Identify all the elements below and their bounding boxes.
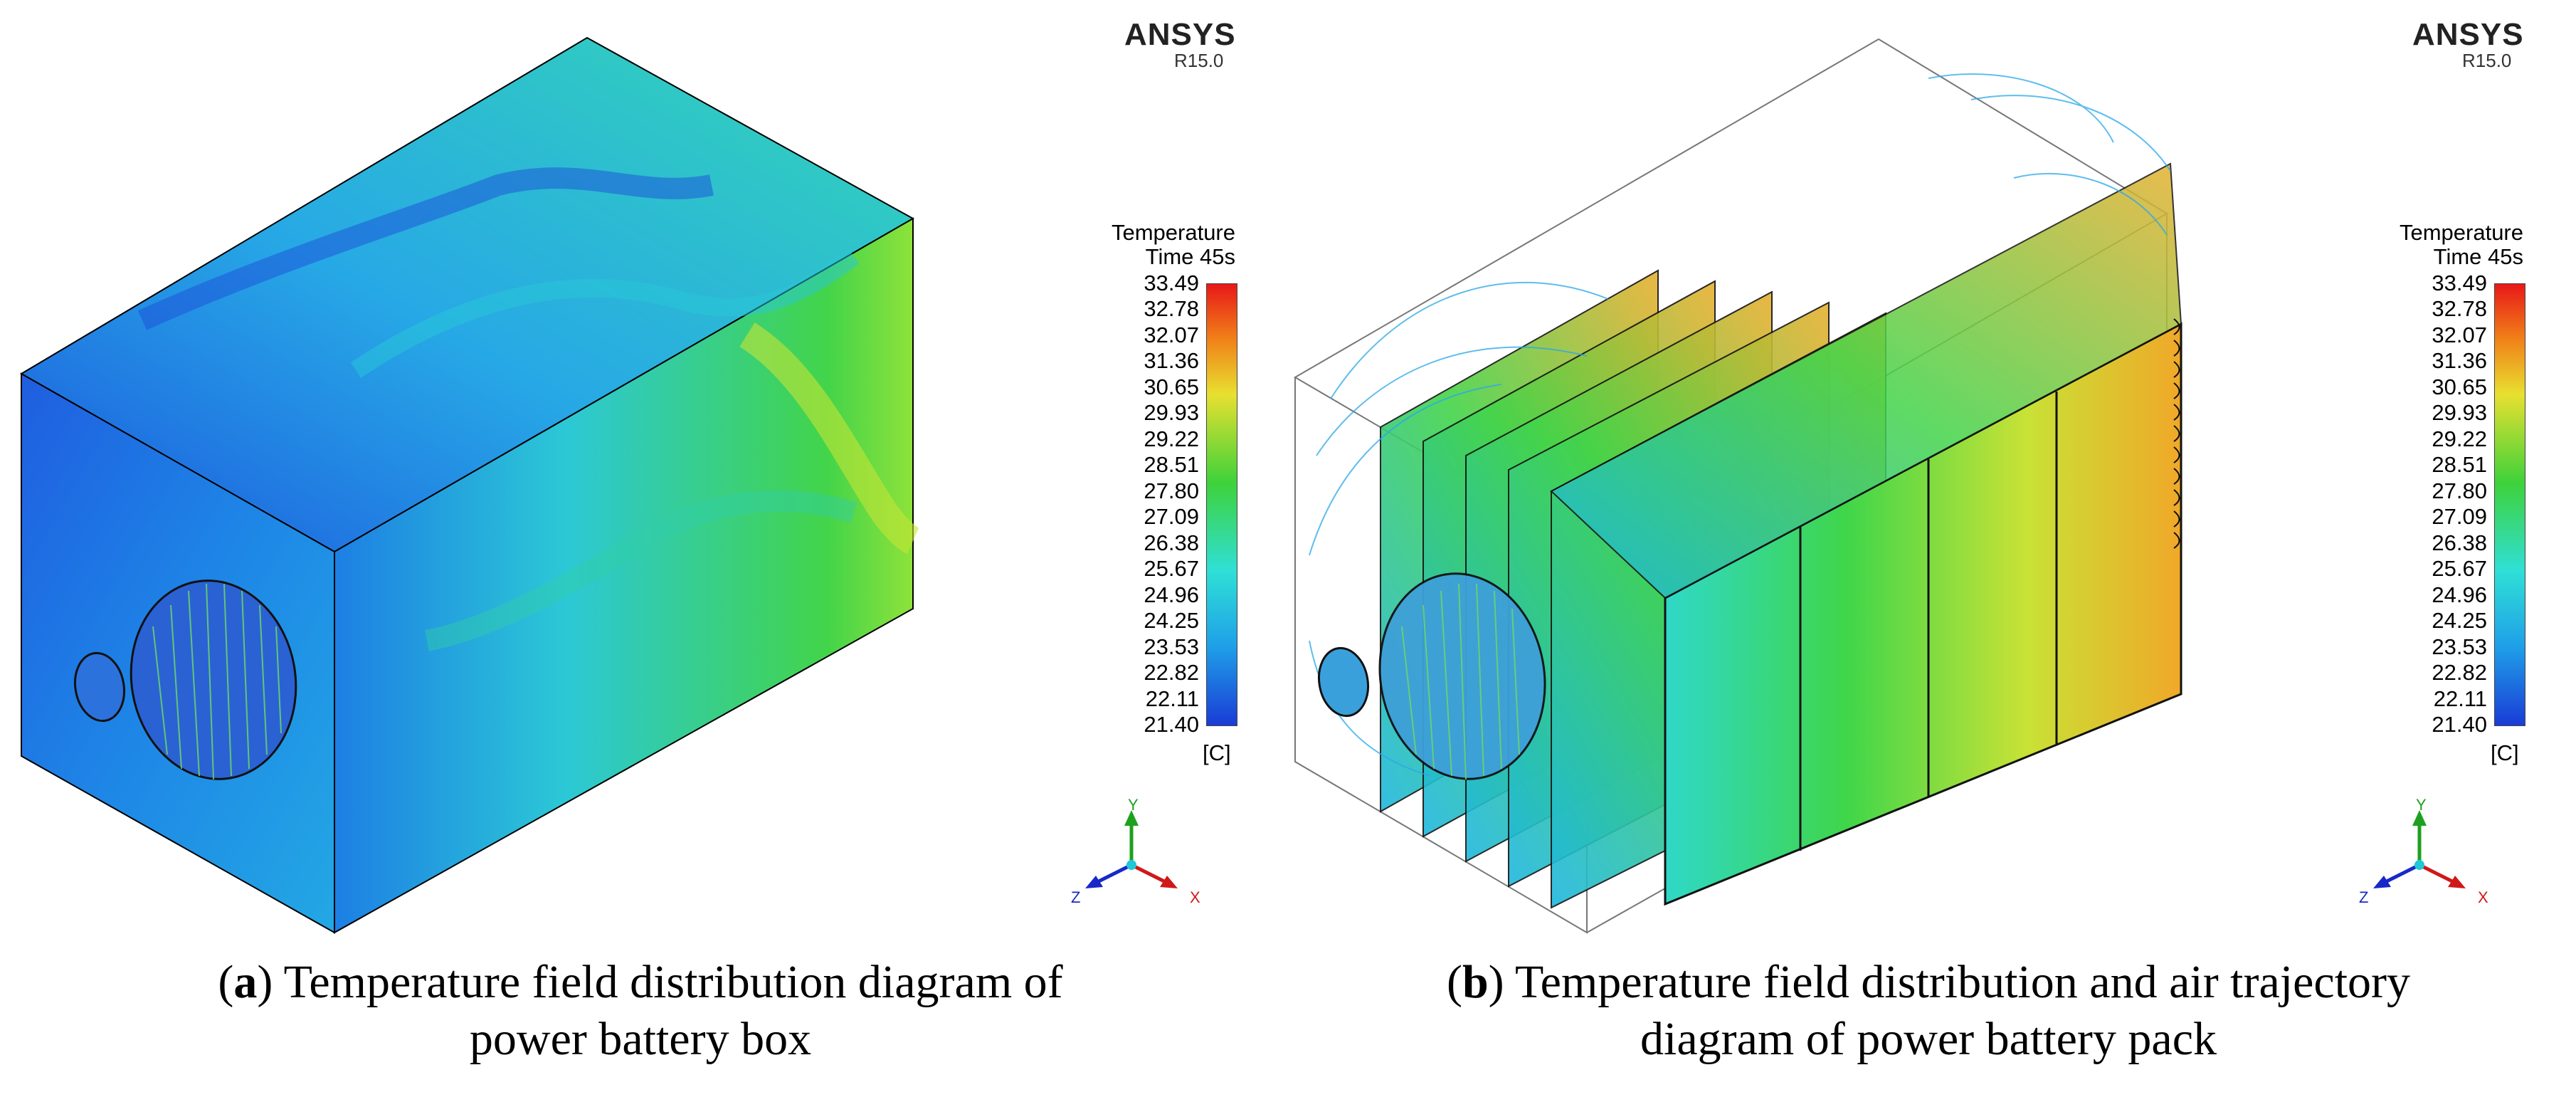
caption-line1: Temperature field distribution and air t… xyxy=(1504,956,2411,1008)
legend-tick-label: 25.67 xyxy=(1144,556,1199,582)
legend-title-line2: Time 45s xyxy=(1145,244,1235,269)
legend-tick-label: 27.09 xyxy=(2432,504,2487,530)
legend-title-line1: Temperature xyxy=(2399,220,2523,245)
legend-title-line2: Time 45s xyxy=(2433,244,2523,269)
legend-tick-label: 31.36 xyxy=(2432,348,2487,374)
legend-tick-label: 30.65 xyxy=(1144,374,1199,399)
caption-line2: diagram of power battery pack xyxy=(1640,1013,2217,1065)
legend-tick-label: 30.65 xyxy=(2432,374,2487,399)
legend-tick-label: 33.49 xyxy=(1144,271,1199,295)
ansys-version: R15.0 xyxy=(1174,50,1224,71)
legend-tick-label: 32.07 xyxy=(1144,322,1199,347)
legend-tick-label: 27.80 xyxy=(2432,478,2487,503)
axis-triad xyxy=(1085,810,1178,888)
caption-b: (b) Temperature field distribution and a… xyxy=(1288,954,2569,1068)
axis-triad xyxy=(2373,810,2466,888)
legend-tick-label: 26.38 xyxy=(1144,530,1199,555)
battery-box-render xyxy=(20,36,920,934)
battery-pack-render xyxy=(1294,38,2182,934)
legend-tick-label: 28.51 xyxy=(1144,452,1199,478)
legend-tick-label: 24.96 xyxy=(2432,582,2487,607)
color-bar xyxy=(2494,283,2525,726)
color-bar xyxy=(1206,283,1237,726)
legend-tick-label: 22.82 xyxy=(1144,660,1199,686)
legend-tick-label: 29.22 xyxy=(2432,426,2487,451)
legend-tick-label: 29.22 xyxy=(1144,426,1199,451)
legend-tick-label: 33.49 xyxy=(2432,271,2487,295)
legend-tick-label: 22.11 xyxy=(2433,686,2487,711)
legend-tick-label: 23.53 xyxy=(1144,634,1199,659)
legend-tick-label: 24.96 xyxy=(1144,582,1199,607)
legend-tick-label: 32.78 xyxy=(1144,296,1199,322)
legend-tick-label: 27.80 xyxy=(1144,478,1199,503)
panel-b: ANSYS R15.0 Temperature Time 45s 33.49 32… xyxy=(1288,0,2576,1102)
outlet-vents xyxy=(2173,318,2180,549)
axis-x-label: X xyxy=(2478,888,2488,906)
legend-tick-label: 26.38 xyxy=(2432,530,2487,555)
legend-tick-label: 21.40 xyxy=(2432,712,2487,737)
legend-tick-label: 25.67 xyxy=(2432,556,2487,582)
fan-inlet-small xyxy=(73,651,126,723)
legend-tick-label: 29.93 xyxy=(2432,400,2487,426)
legend-tick-label: 27.09 xyxy=(1144,504,1199,530)
axis-z-label: Z xyxy=(2359,888,2369,906)
axis-y-label: Y xyxy=(2416,796,2427,814)
axis-y-label: Y xyxy=(1128,796,1139,814)
ansys-logo: ANSYS xyxy=(1124,17,1236,52)
axis-x-label: X xyxy=(1190,888,1200,906)
air-trajectories xyxy=(1309,73,2171,777)
legend-unit: [C] xyxy=(2491,740,2519,765)
legend-tick-label: 32.78 xyxy=(2432,296,2487,322)
box-side-face xyxy=(334,217,914,934)
legend-title-line1: Temperature xyxy=(1111,220,1235,245)
legend-tick-label: 22.82 xyxy=(2432,660,2487,686)
ansys-version: R15.0 xyxy=(2462,50,2512,71)
caption-line2: power battery box xyxy=(469,1013,812,1065)
legend-title: Temperature Time 45s xyxy=(1053,221,1235,269)
ansys-logo: ANSYS xyxy=(2412,17,2524,52)
legend-tick-label: 21.40 xyxy=(1144,712,1199,737)
fan-inlet-small xyxy=(1317,646,1370,718)
caption-letter: b xyxy=(1462,956,1489,1008)
axis-z-label: Z xyxy=(1071,888,1081,906)
legend-tick-label: 22.11 xyxy=(1145,686,1199,711)
legend-tick-label: 28.51 xyxy=(2432,452,2487,478)
battery-cell-stack xyxy=(1380,162,2182,909)
panel-a: ANSYS R15.0 Temperature Time 45s 33.49 32… xyxy=(14,17,1267,1068)
caption-a: (a) Temperature field distribution diagr… xyxy=(14,954,1267,1068)
legend-unit: [C] xyxy=(1203,740,1231,765)
legend-tick-label: 32.07 xyxy=(2432,322,2487,347)
legend-tick-label: 29.93 xyxy=(1144,400,1199,426)
legend-tick-label: 24.25 xyxy=(2432,608,2487,634)
legend-title: Temperature Time 45s xyxy=(2341,221,2523,269)
legend-tick-label: 24.25 xyxy=(1144,608,1199,634)
caption-letter: a xyxy=(233,956,258,1008)
caption-line1: Temperature field distribution diagram o… xyxy=(273,956,1063,1008)
legend-tick-label: 31.36 xyxy=(1144,348,1199,374)
legend-tick-label: 23.53 xyxy=(2432,634,2487,659)
